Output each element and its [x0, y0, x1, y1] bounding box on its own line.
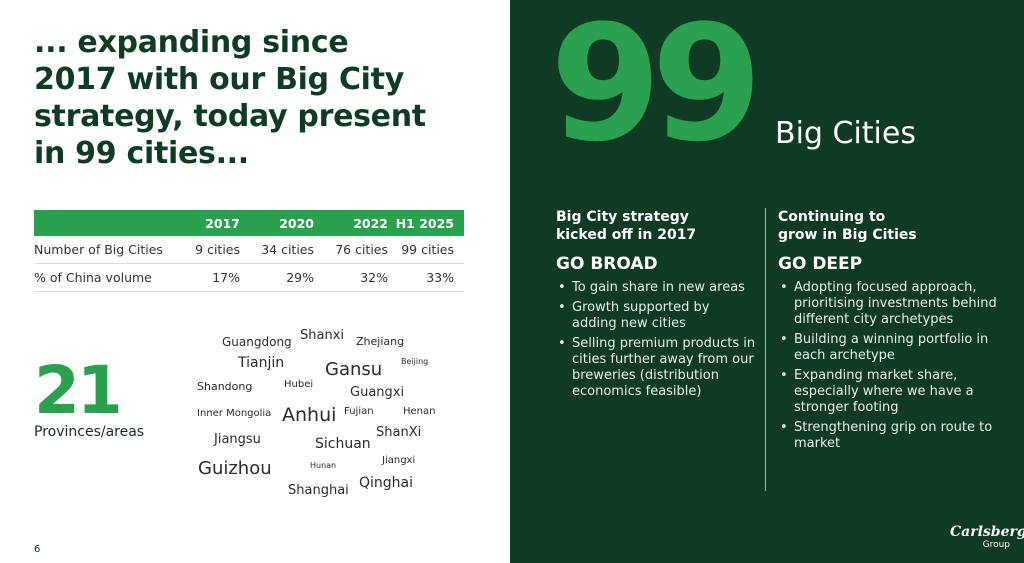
province-name: Tianjin: [238, 355, 285, 371]
province-count-label: Provinces/areas: [34, 424, 145, 440]
province-name: Henan: [403, 406, 436, 417]
province-name: Beijing: [401, 357, 429, 366]
province-name: Sichuan: [315, 436, 371, 452]
table-header-cell: 2020: [279, 215, 314, 231]
page-headline: ... expanding since 2017 with our Big Ci…: [34, 24, 494, 172]
column-divider: [765, 208, 766, 491]
province-count: 21: [34, 352, 123, 429]
bullet-item: Selling premium products in cities furth…: [556, 336, 756, 400]
table-header-cell: 2022: [353, 215, 388, 231]
headline-line: in 99 cities...: [34, 136, 249, 171]
bullet-list: To gain share in new areas Growth suppor…: [556, 280, 756, 400]
table-row: Number of Big Cities 9 cities 34 cities …: [34, 236, 464, 264]
bullet-item: To gain share in new areas: [556, 280, 756, 296]
province-name: Fujian: [344, 406, 374, 417]
go-broad-column: Big City strategy kicked off in 2017 GO …: [556, 208, 756, 404]
table-row: % of China volume 17% 29% 32% 33%: [34, 264, 464, 292]
hero-number: 99: [550, 0, 763, 177]
table-cell: 32%: [360, 270, 388, 285]
table-cell: 33%: [426, 270, 454, 285]
table-cell: 29%: [286, 270, 314, 285]
province-name: Shanghai: [288, 483, 349, 498]
province-name: Jiangxi: [382, 455, 416, 466]
column-heading-line: grow in Big Cities: [778, 227, 917, 243]
province-name: Guizhou: [198, 458, 272, 479]
column-heading-line: kicked off in 2017: [556, 227, 697, 243]
bullet-item: Strengthening grip on route to market: [778, 420, 998, 452]
column-heading-line: Big City strategy: [556, 209, 689, 225]
province-name: Gansu: [325, 359, 383, 380]
go-deep-column: Continuing to grow in Big Cities GO DEEP…: [778, 208, 998, 456]
table-cell: Number of Big Cities: [34, 242, 163, 257]
table-cell: % of China volume: [34, 270, 152, 285]
table-cell: 9 cities: [195, 242, 240, 257]
table-cell: 17%: [212, 270, 240, 285]
province-name: Anhui: [282, 404, 337, 426]
left-panel: ... expanding since 2017 with our Big Ci…: [0, 0, 510, 563]
bullet-item: Expanding market share, especially where…: [778, 368, 998, 416]
bullet-item: Adopting focused approach, prioritising …: [778, 280, 998, 328]
province-name: Shandong: [197, 380, 253, 393]
table-header-row: 2017 2020 2022 H1 2025: [34, 210, 464, 236]
province-name: Shanxi: [300, 328, 345, 343]
province-name: Guangxi: [350, 385, 405, 400]
headline-line: strategy, today present: [34, 99, 426, 134]
table-cell: 76 cities: [335, 242, 388, 257]
hero-label: Big Cities: [775, 116, 916, 151]
bullet-list: Adopting focused approach, prioritising …: [778, 280, 998, 452]
column-heading: Big City strategy kicked off in 2017: [556, 208, 756, 244]
column-title: GO DEEP: [778, 254, 863, 274]
big-cities-table: 2017 2020 2022 H1 2025 Number of Big Cit…: [34, 210, 464, 292]
bullet-item: Building a winning portfolio in each arc…: [778, 332, 998, 364]
province-name: ShanXi: [376, 425, 422, 440]
column-title: GO BROAD: [556, 254, 658, 274]
logo-brand: Carlsberg: [950, 524, 1024, 540]
table-cell: 99 cities: [401, 242, 454, 257]
province-name: Jiangsu: [214, 432, 261, 447]
page-number: 6: [34, 544, 41, 555]
province-name: Qinghai: [359, 475, 414, 491]
headline-line: 2017 with our Big City: [34, 62, 404, 97]
table-cell: 34 cities: [261, 242, 314, 257]
carlsberg-logo: Carlsberg Group: [950, 524, 1024, 556]
column-heading: Continuing to grow in Big Cities: [778, 208, 998, 244]
logo-sub: Group: [982, 540, 1010, 550]
headline-line: ... expanding since: [34, 25, 349, 60]
bullet-item: Growth supported by adding new cities: [556, 300, 756, 332]
table-header-cell: H1 2025: [395, 215, 454, 231]
province-name: Zhejiang: [356, 335, 405, 348]
province-name: Inner Mongolia: [197, 408, 272, 419]
column-heading-line: Continuing to: [778, 209, 886, 225]
province-name: Hubei: [284, 379, 314, 390]
province-name: Guangdong: [222, 335, 292, 349]
province-name: Hunan: [310, 461, 337, 470]
table-header-cell: 2017: [205, 215, 240, 231]
